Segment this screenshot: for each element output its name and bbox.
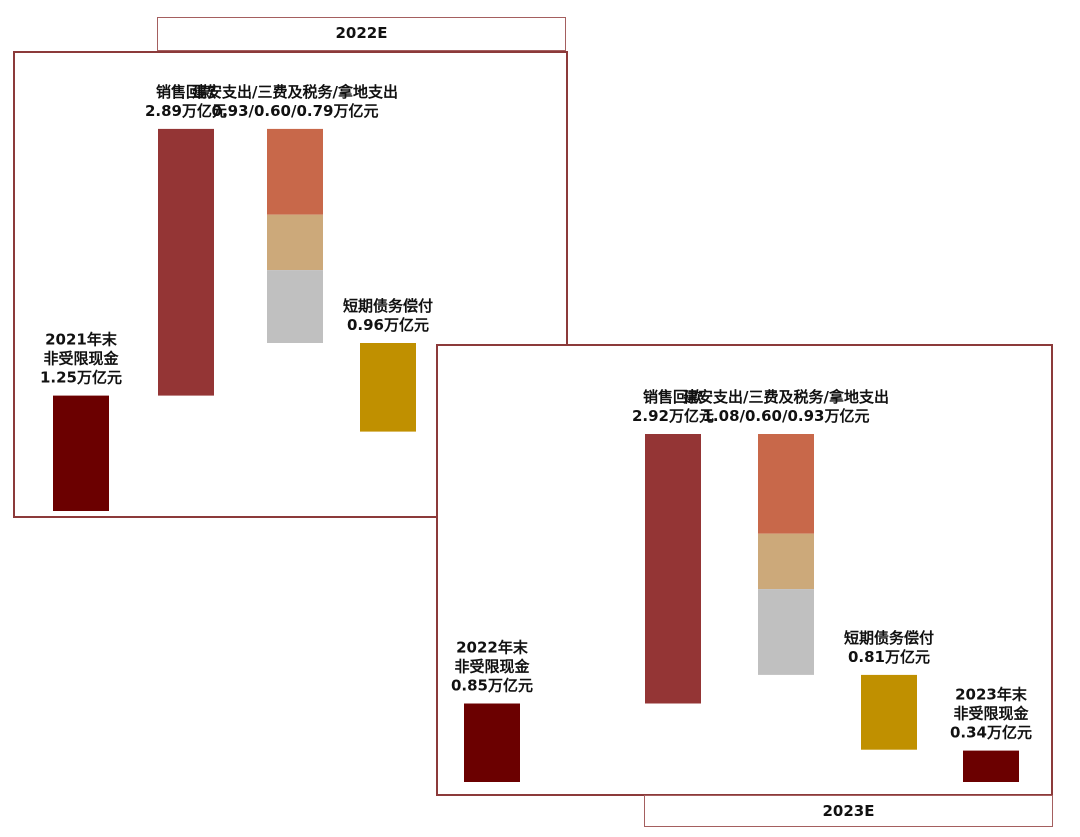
bar-segment-0-2023E — [758, 434, 814, 534]
bar-start_cash-2023E — [464, 703, 520, 782]
data-label-debt-2023E: 短期债务偿付 0.81万亿元 — [844, 629, 934, 666]
data-label-spend-2022E: 建安支出/三费及税务/拿地支出 0.93/0.60/0.79万亿元 — [192, 83, 398, 120]
bar-end_cash-2023E — [963, 750, 1019, 782]
bar-segment-0-2022E — [267, 128, 323, 215]
bar-debt-2022E — [360, 343, 416, 432]
data-label-debt-2022E: 短期债务偿付 0.96万亿元 — [343, 297, 433, 334]
bar-segment-1-2022E — [267, 214, 323, 271]
period-label-2023e: 2023E — [644, 795, 1053, 827]
data-label-sales-2023E: 销售回款 2.92万亿元 — [632, 388, 714, 425]
bar-segment-1-2023E — [758, 533, 814, 590]
bar-segment-2-2023E — [758, 589, 814, 675]
period-label-2022e: 2022E — [157, 17, 566, 51]
bar-start_cash-2022E — [53, 395, 109, 511]
data-label-sales-2022E: 销售回款 2.89万亿元 — [145, 83, 227, 120]
bar-sales-2022E — [158, 128, 214, 396]
bar-debt-2023E — [861, 674, 917, 750]
data-label-end_cash-2023E: 2023年末非受限现金 0.34万亿元 — [950, 686, 1032, 742]
waterfall-panel-2023 — [436, 344, 1053, 796]
data-label-start_cash-2023E: 2022年末非受限现金 0.85万亿元 — [451, 639, 533, 695]
bar-sales-2023E — [645, 434, 701, 704]
data-label-spend-2023E: 建安支出/三费及税务/拿地支出 1.08/0.60/0.93万亿元 — [683, 388, 889, 425]
bar-segment-2-2022E — [267, 270, 323, 343]
data-label-start_cash-2022E: 2021年末非受限现金 1.25万亿元 — [40, 331, 122, 387]
